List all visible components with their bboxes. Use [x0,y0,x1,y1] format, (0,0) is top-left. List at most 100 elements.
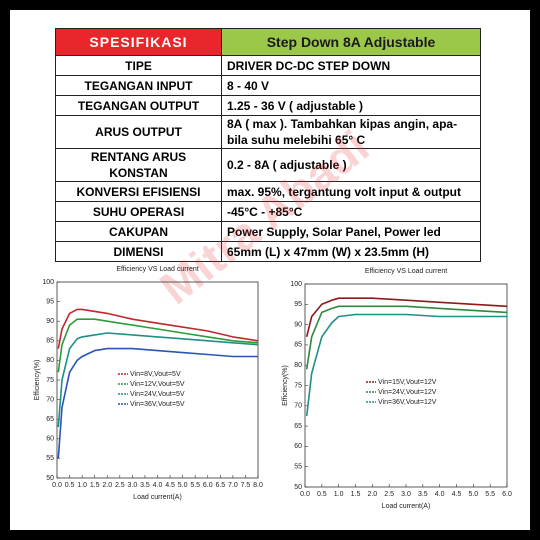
x-tick-label: 0.5 [317,491,327,498]
x-tick-label: 2.0 [367,491,377,498]
x-tick-label: 1.0 [77,482,87,489]
series-line [57,318,259,373]
x-tick-label: 4.0 [153,482,163,489]
x-tick-label: 5.5 [485,491,495,498]
frame: SPESIFIKASI Step Down 8A Adjustable TIPE… [10,10,530,530]
y-tick-label: 70 [294,403,302,410]
y-tick-label: 50 [294,484,302,491]
x-tick-label: 7.0 [228,482,238,489]
spec-line: max. 95%, tergantung volt input & output [227,184,461,199]
spec-row: ARUS OUTPUT 8A ( max ). Tambahkan kipas a… [55,115,481,149]
header-cell: SPESIFIKASI [55,28,222,56]
x-tick-label: 0.0 [300,491,310,498]
series-line [305,305,508,370]
x-tick-label: 2.5 [384,491,394,498]
y-axis-label: Efficiency(%) [34,360,41,401]
x-tick-label: 1.0 [334,491,344,498]
spec-line: DRIVER DC-DC STEP DOWN [227,58,391,73]
x-tick-label: 3.0 [128,482,138,489]
x-tick-label: 6.0 [502,491,512,498]
series-line [305,297,508,337]
legend-label: Vin=36V,Vout=12V [378,399,437,406]
series-line [57,308,259,349]
y-tick-label: 55 [294,464,302,471]
y-tick-label: 95 [294,301,302,308]
y-tick-label: 70 [46,396,54,403]
chart-title: Efficiency VS Load current [116,266,198,273]
y-tick-label: 85 [294,342,302,349]
x-tick-label: 0.0 [52,482,62,489]
spec-key: TEGANGAN OUTPUT [55,95,222,116]
x-tick-label: 1.5 [351,491,361,498]
spec-value: 8A ( max ). Tambahkan kipas angin, apa-b… [221,115,481,149]
y-tick-label: 80 [294,362,302,369]
spec-table: SPESIFIKASI Step Down 8A Adjustable TIPE… [55,28,481,262]
spec-line: 1.25 - 36 V ( adjustable ) [227,98,364,113]
y-axis-label: Efficiency(%) [282,365,289,406]
spec-row: KONVERSI EFISIENSI max. 95%, tergantung v… [55,181,481,202]
y-tick-label: 75 [46,377,54,384]
x-tick-label: 0.5 [65,482,75,489]
x-tick-label: 5.0 [178,482,188,489]
legend-label: Vin=15V,Vout=12V [378,379,437,386]
header-cell: Step Down 8A Adjustable [221,28,481,56]
spec-line: Power Supply, Solar Panel, Power led [227,224,441,239]
spec-line: 0.2 - 8A ( adjustable ) [227,158,347,172]
y-tick-label: 90 [46,318,54,325]
x-tick-label: 1.5 [90,482,100,489]
y-tick-label: 85 [46,338,54,345]
x-axis-label: Load current(A) [133,494,182,501]
y-tick-label: 80 [46,357,54,364]
header-row: SPESIFIKASI Step Down 8A Adjustable [55,28,481,56]
x-tick-label: 3.0 [401,491,411,498]
y-tick-label: 60 [46,436,54,443]
spec-key: ARUS OUTPUT [55,115,222,149]
x-axis-label: Load current(A) [382,503,431,510]
series-line [57,347,258,459]
x-tick-label: 4.5 [165,482,175,489]
spec-line: 8 - 40 V [227,78,270,93]
x-tick-label: 6.0 [203,482,213,489]
x-tick-label: 3.5 [140,482,150,489]
y-tick-label: 90 [294,321,302,328]
x-tick-label: 6.5 [215,482,225,489]
y-tick-label: 65 [46,416,54,423]
legend-label: Vin=24V,Vout=5V [130,391,185,398]
legend-label: Vin=24V,Vout=12V [378,389,437,396]
spec-key: DIMENSI [55,241,222,262]
y-tick-label: 75 [294,382,302,389]
y-tick-label: 60 [294,443,302,450]
spec-value: 65mm (L) x 47mm (W) x 23.5mm (H) [221,241,481,262]
x-tick-label: 8.0 [253,482,263,489]
x-tick-label: 2.0 [102,482,112,489]
spec-key: RENTANG ARUS KONSTAN [55,148,222,182]
spec-key: TEGANGAN INPUT [55,75,222,96]
chart-title: Efficiency VS Load current [365,268,447,275]
y-tick-label: 100 [290,281,302,288]
legend-label: Vin=12V,Vout=5V [130,381,185,388]
spec-line: 65mm (L) x 47mm (W) x 23.5mm (H) [227,244,430,259]
spec-line: 8A ( max ). Tambahkan kipas angin, apa- [227,117,458,131]
series-line [57,332,259,428]
spec-row: RENTANG ARUS KONSTAN 0.2 - 8A ( adjustabl… [55,148,481,182]
legend-label: Vin=36V,Vout=5V [130,401,185,408]
y-tick-label: 95 [46,298,54,305]
legend-label: Vin=8V,Vout=5V [130,371,181,378]
x-tick-label: 4.0 [435,491,445,498]
series-line [305,313,507,416]
y-tick-label: 50 [46,475,54,482]
spec-line: -45°C - +85°C [227,204,303,219]
spec-row: TEGANGAN INPUT 8 - 40 V [55,75,481,96]
spec-line: bila suhu melebihi 65° C [227,133,366,147]
spec-value: -45°C - +85°C [221,201,481,222]
x-tick-label: 5.5 [190,482,200,489]
y-tick-label: 100 [42,279,54,286]
x-tick-label: 5.0 [468,491,478,498]
x-tick-label: 7.5 [241,482,251,489]
x-tick-label: 2.5 [115,482,125,489]
spec-row: SUHU OPERASI -45°C - +85°C [55,201,481,222]
x-tick-label: 3.5 [418,491,428,498]
y-tick-label: 65 [294,423,302,430]
